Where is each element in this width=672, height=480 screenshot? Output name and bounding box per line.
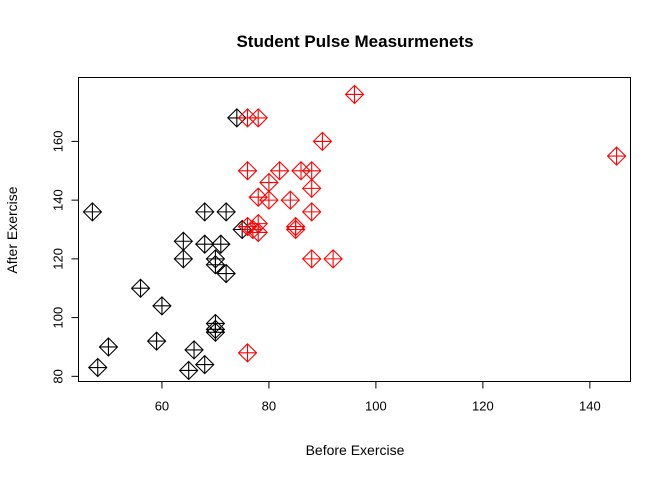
data-point [87,357,108,378]
data-point [259,190,279,210]
y-tick-label: 140 [51,189,66,211]
point-diamond [205,254,226,275]
data-point [205,322,226,343]
point-diamond [248,222,268,243]
data-point [301,202,322,222]
data-point [216,263,236,284]
y-tick-label: 160 [51,131,66,153]
data-point [146,331,167,351]
point-diamond [280,190,301,210]
data-point [248,222,268,243]
data-point [285,219,306,240]
x-tick-label: 80 [262,399,276,414]
data-point [280,190,301,210]
data-point [205,254,226,275]
data-point [301,160,322,181]
data-point [248,108,268,128]
data-point [98,337,119,357]
data-point [248,187,268,207]
x-tick-label: 120 [472,399,494,414]
point-diamond [344,84,365,105]
y-axis: 80 100 120 140 160 [51,131,79,384]
data-point [323,249,343,269]
data-point [173,249,194,269]
data-point [301,178,322,199]
data-point [312,131,333,152]
data-point [606,146,627,166]
data-point [237,160,258,181]
y-tick-label: 100 [51,307,66,329]
x-tick-label: 100 [365,399,387,414]
chart-title: Student Pulse Measurmenets [236,32,473,51]
data-points [82,84,627,381]
data-point [216,202,236,222]
point-diamond [184,340,204,360]
data-point [269,160,290,181]
y-tick-label: 80 [51,369,66,383]
point-diamond [259,190,279,210]
y-tick-label: 120 [51,248,66,270]
plot-frame [78,77,631,382]
x-axis-label: Before Exercise [306,442,405,458]
data-point [130,278,151,299]
data-point [152,296,172,316]
data-point [194,354,215,375]
data-point [237,343,258,363]
x-tick-label: 140 [579,399,601,414]
x-tick-label: 60 [155,399,169,414]
point-diamond [87,357,108,378]
data-point [184,340,204,360]
point-diamond [146,331,167,351]
data-point [194,234,215,254]
y-axis-label: After Exercise [4,186,20,273]
data-point [82,202,103,222]
data-point [194,202,215,222]
data-point [301,249,322,269]
data-point [178,360,199,381]
data-point [211,234,231,254]
data-point [344,84,365,105]
data-point [259,172,279,193]
point-diamond [130,278,151,299]
data-point [173,231,194,252]
x-axis: 60 80 100 120 140 [155,381,601,414]
